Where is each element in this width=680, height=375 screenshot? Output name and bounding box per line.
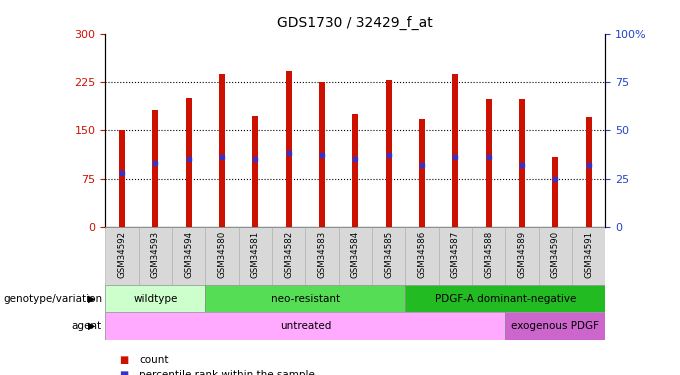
Bar [452, 74, 458, 227]
Text: percentile rank within the sample: percentile rank within the sample [139, 370, 316, 375]
FancyBboxPatch shape [205, 285, 405, 312]
FancyBboxPatch shape [339, 227, 372, 285]
Text: GSM34583: GSM34583 [318, 231, 326, 278]
Bar [519, 99, 525, 227]
Text: neo-resistant: neo-resistant [271, 294, 340, 304]
Bar [419, 119, 425, 227]
Text: ▶: ▶ [88, 321, 95, 331]
Text: ▶: ▶ [88, 294, 95, 304]
Text: GSM34585: GSM34585 [384, 231, 393, 278]
Bar [286, 71, 292, 227]
Bar [319, 82, 325, 227]
Text: wildtype: wildtype [133, 294, 177, 304]
FancyBboxPatch shape [405, 285, 605, 312]
FancyBboxPatch shape [139, 227, 172, 285]
FancyBboxPatch shape [105, 285, 205, 312]
Text: untreated: untreated [279, 321, 331, 331]
FancyBboxPatch shape [205, 227, 239, 285]
Text: exogenous PDGF: exogenous PDGF [511, 321, 599, 331]
Bar [552, 158, 558, 227]
Text: ■: ■ [119, 356, 129, 365]
Bar [186, 98, 192, 227]
FancyBboxPatch shape [572, 227, 605, 285]
Bar [119, 130, 125, 227]
FancyBboxPatch shape [405, 227, 439, 285]
Text: GSM34589: GSM34589 [517, 231, 526, 278]
Text: genotype/variation: genotype/variation [3, 294, 102, 304]
Bar [219, 74, 225, 227]
FancyBboxPatch shape [505, 312, 605, 340]
FancyBboxPatch shape [105, 312, 505, 340]
FancyBboxPatch shape [539, 227, 572, 285]
Text: GSM34586: GSM34586 [418, 231, 426, 278]
FancyBboxPatch shape [272, 227, 305, 285]
Text: count: count [139, 356, 169, 365]
Text: GSM34587: GSM34587 [451, 231, 460, 278]
Text: ■: ■ [119, 370, 129, 375]
FancyBboxPatch shape [439, 227, 472, 285]
Bar [585, 117, 592, 227]
Bar [152, 110, 158, 227]
FancyBboxPatch shape [372, 227, 405, 285]
FancyBboxPatch shape [472, 227, 505, 285]
Text: GSM34588: GSM34588 [484, 231, 493, 278]
Text: agent: agent [72, 321, 102, 331]
Text: GSM34590: GSM34590 [551, 231, 560, 278]
Text: GSM34592: GSM34592 [118, 231, 126, 278]
Text: GSM34581: GSM34581 [251, 231, 260, 278]
FancyBboxPatch shape [239, 227, 272, 285]
Bar [252, 116, 258, 227]
Bar [352, 114, 358, 227]
Text: GSM34594: GSM34594 [184, 231, 193, 278]
Text: GSM34591: GSM34591 [584, 231, 593, 278]
Bar [386, 80, 392, 227]
Text: GSM34593: GSM34593 [151, 231, 160, 278]
Text: GSM34582: GSM34582 [284, 231, 293, 278]
FancyBboxPatch shape [172, 227, 205, 285]
FancyBboxPatch shape [105, 227, 139, 285]
FancyBboxPatch shape [305, 227, 339, 285]
Bar [486, 99, 492, 227]
Text: PDGF-A dominant-negative: PDGF-A dominant-negative [435, 294, 576, 304]
Text: GSM34584: GSM34584 [351, 231, 360, 278]
Text: GSM34580: GSM34580 [218, 231, 226, 278]
FancyBboxPatch shape [505, 227, 539, 285]
Title: GDS1730 / 32429_f_at: GDS1730 / 32429_f_at [277, 16, 433, 30]
